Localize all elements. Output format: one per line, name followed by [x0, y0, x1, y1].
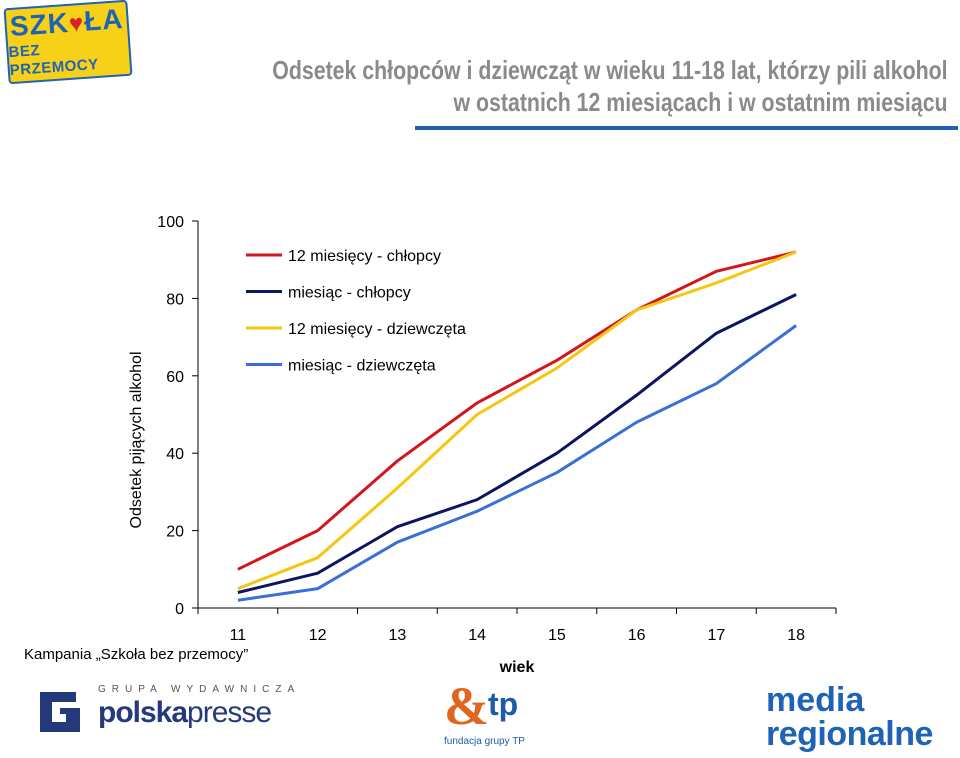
series-line	[237, 293, 797, 594]
legend-label: 12 miesięcy - chłopcy	[288, 248, 441, 265]
x-tick-label: 13	[388, 627, 406, 644]
chart-title: Odsetek chłopców i dziewcząt w wieku 11-…	[273, 54, 948, 118]
y-tick-label: 20	[166, 524, 184, 541]
polskapresse-tagline: GRUPA WYDAWNICZA	[98, 684, 301, 695]
polskapresse-wordmark: polskapresse	[98, 696, 272, 730]
polskapresse-wordmark-a: polska	[98, 696, 188, 729]
media-regionalne-logo: media regionalne	[766, 683, 952, 753]
y-tick-label: 100	[157, 214, 184, 231]
x-tick-label: 14	[468, 627, 486, 644]
x-tick-label: 18	[787, 627, 805, 644]
y-tick-label: 40	[166, 446, 184, 463]
polskapresse-wordmark-b: presse	[187, 696, 272, 729]
title-underline	[415, 126, 958, 130]
chart-title-line1: Odsetek chłopców i dziewcząt w wieku 11-…	[272, 55, 948, 85]
x-axis-label: wiek	[499, 659, 535, 676]
tp-foundation-text: fundacja grupy TP	[444, 736, 525, 747]
media-wordmark: media	[766, 681, 865, 719]
x-tick-label: 15	[548, 627, 566, 644]
tp-wordmark: tp	[488, 686, 519, 722]
polskapresse-logo: GRUPA WYDAWNICZA polskapresse	[36, 684, 296, 736]
series-line	[237, 250, 797, 571]
y-tick-label: 0	[175, 601, 184, 618]
x-tick-label: 17	[707, 627, 725, 644]
chart-title-line2: w ostatnich 12 miesiącach i w ostatnim m…	[453, 87, 948, 117]
x-tick-label: 11	[230, 627, 247, 644]
y-tick-label: 60	[166, 369, 184, 386]
fundacja-tp-logo: & tp fundacja grupy TP	[440, 678, 550, 754]
x-tick-label: 12	[309, 627, 327, 644]
regionalne-wordmark: regionalne	[766, 715, 933, 753]
ampersand-icon: &	[444, 676, 489, 736]
series-line	[237, 250, 797, 591]
polskapresse-mark-icon	[40, 692, 80, 732]
legend-label: miesiąc - chłopcy	[288, 285, 411, 302]
legend-label: miesiąc - dziewczęta	[288, 358, 436, 375]
campaign-caption: Kampania „Szkoła bez przemocy”	[24, 646, 249, 663]
legend-label: 12 miesięcy - dziewczęta	[288, 321, 466, 338]
y-axis-label: Odsetek pijących alkohol	[128, 352, 145, 529]
x-tick-label: 16	[628, 627, 646, 644]
series-line	[237, 324, 798, 602]
y-tick-label: 80	[166, 291, 184, 308]
